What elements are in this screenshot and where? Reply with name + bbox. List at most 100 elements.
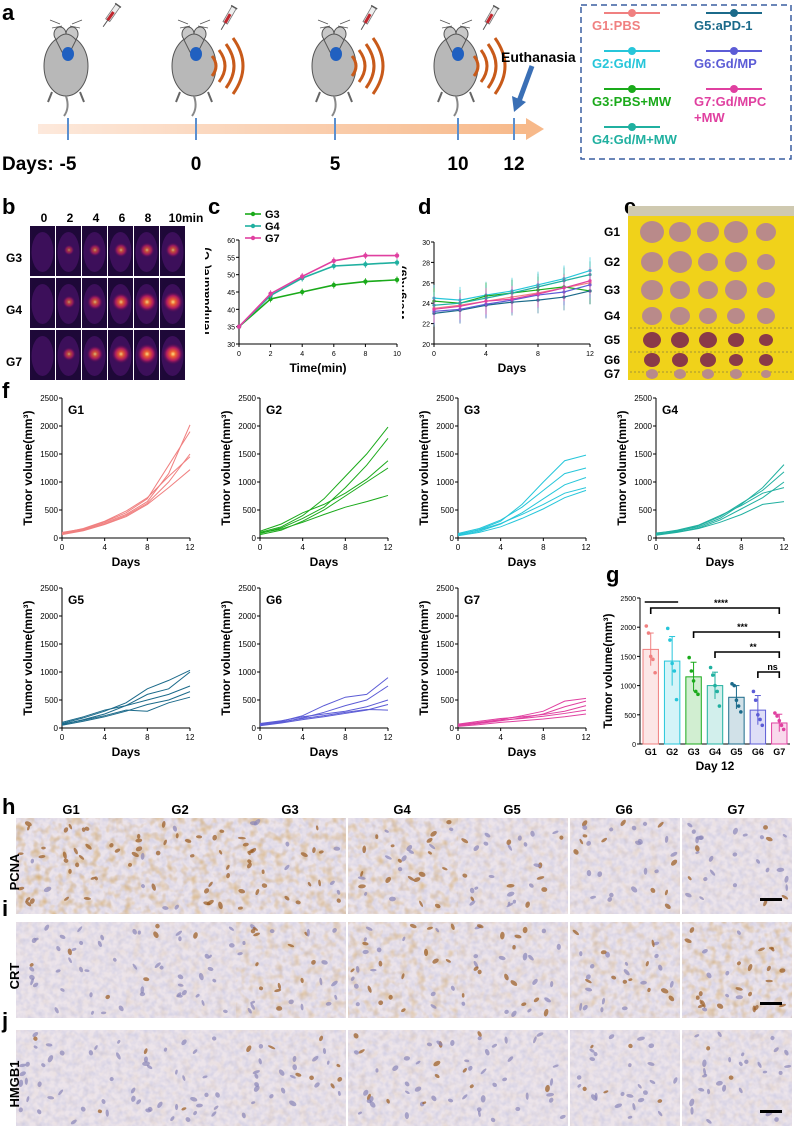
cell-nucleus: [725, 993, 730, 998]
cell-nucleus: [83, 897, 91, 900]
thermal-hotspot: [86, 345, 104, 363]
legend-marker: [730, 9, 738, 17]
cell-nucleus: [163, 1047, 168, 1052]
significance-label: ***: [737, 622, 748, 632]
day-label: -5: [60, 154, 77, 175]
significance-label: ****: [714, 598, 729, 608]
cell-nucleus: [397, 858, 402, 863]
cell-nucleus: [545, 1085, 550, 1093]
cell-nucleus: [753, 1005, 759, 1011]
y-tick-label: 1000: [436, 668, 454, 677]
y-tick-label: 2000: [436, 422, 454, 431]
cell-nucleus: [426, 837, 433, 843]
x-tick-label: 8: [541, 543, 546, 552]
data-point: [717, 704, 722, 708]
cell-nucleus: [637, 838, 643, 845]
cell-nucleus: [289, 1075, 296, 1079]
cell-nucleus: [41, 846, 46, 850]
cell-nucleus: [552, 830, 559, 835]
cell-nucleus: [473, 960, 479, 969]
cell-nucleus: [177, 974, 184, 980]
thermal-hotspot: [113, 242, 129, 258]
cell-nucleus: [250, 928, 256, 934]
cell-nucleus: [521, 1002, 527, 1006]
cell-nucleus: [151, 883, 156, 891]
cell-nucleus: [483, 841, 489, 846]
cell-nucleus: [176, 992, 182, 998]
cell-nucleus: [507, 844, 513, 851]
tumor-specimen: [669, 222, 691, 242]
y-axis-label: Tempuature(°C): [205, 247, 212, 336]
data-point: [674, 697, 679, 702]
cell-nucleus: [738, 1087, 743, 1094]
cell-nucleus: [276, 1006, 283, 1011]
individual-growth-line: [61, 424, 191, 535]
cell-nucleus: [246, 1045, 252, 1053]
cell-nucleus: [362, 949, 369, 955]
cell-nucleus: [195, 993, 200, 998]
y-tick-label: 0: [252, 724, 257, 733]
cell-nucleus: [385, 876, 392, 883]
cell-nucleus: [211, 1111, 217, 1117]
cell-nucleus: [159, 965, 164, 970]
cell-nucleus: [492, 1082, 497, 1088]
tumor-growth-subplot: 0 4 8 12 0 500 1000 1500 2000 2500 Days Tumor volum…: [417, 584, 591, 759]
timeline-diagram: Euthanasia Days: -5 0 5 10 12: [2, 2, 576, 175]
cell-nucleus: [153, 931, 159, 939]
cell-nucleus: [252, 927, 258, 931]
cell-nucleus: [480, 1068, 487, 1075]
thermal-hotspot: [62, 295, 76, 309]
cell-nucleus: [288, 999, 294, 1005]
cell-nucleus: [779, 968, 786, 973]
cell-nucleus: [477, 969, 482, 975]
cell-nucleus: [84, 969, 90, 973]
legend-entry: +MW: [694, 110, 725, 125]
individual-growth-line: [61, 453, 191, 535]
cell-nucleus: [669, 980, 674, 988]
euthanasia-label: Euthanasia: [501, 49, 576, 65]
cell-nucleus: [549, 1097, 554, 1103]
cell-nucleus: [572, 929, 579, 936]
cell-nucleus: [549, 1078, 554, 1086]
legend-marker: [250, 223, 256, 229]
individual-growth-line: [457, 477, 587, 536]
panel-b-label: b: [2, 194, 16, 219]
subplot-title: G4: [662, 403, 678, 417]
cell-nucleus: [426, 926, 433, 930]
row-label: G6: [604, 353, 620, 367]
cell-nucleus: [415, 1060, 421, 1065]
individual-growth-line: [61, 691, 191, 726]
stain-label-hmgb1: HMGB1: [7, 1061, 22, 1108]
cell-nucleus: [642, 1090, 648, 1095]
cell-nucleus: [698, 991, 703, 997]
cell-nucleus: [249, 821, 258, 826]
cell-nucleus: [462, 873, 468, 878]
data-point: [691, 679, 696, 683]
cell-nucleus: [434, 903, 441, 909]
cell-nucleus: [228, 926, 234, 931]
cell-nucleus: [100, 934, 105, 941]
y-tick-label: 500: [45, 696, 59, 705]
individual-growth-line: [61, 456, 191, 534]
thermal-hotspot: [136, 343, 158, 365]
ihc-stain: [348, 818, 458, 914]
cell-nucleus: [450, 985, 455, 991]
tumor-specimen: [698, 253, 718, 271]
cell-nucleus: [41, 1063, 46, 1068]
cell-nucleus: [434, 1073, 440, 1079]
ihc-stain: [570, 818, 680, 914]
cell-nucleus: [142, 1061, 150, 1066]
tumor-specimen: [759, 354, 773, 366]
cell-nucleus: [215, 1092, 220, 1098]
cell-nucleus: [430, 1004, 437, 1009]
cell-nucleus: [622, 979, 628, 984]
cell-nucleus: [33, 1036, 38, 1041]
cell-nucleus: [17, 886, 25, 891]
tumor-specimen: [757, 254, 775, 270]
syringe-icon: [479, 4, 500, 33]
cell-nucleus: [97, 1109, 102, 1114]
x-axis-label: Days: [508, 745, 537, 759]
legend-marker: [730, 85, 738, 93]
cell-nucleus: [488, 874, 495, 879]
cell-nucleus: [748, 991, 753, 997]
